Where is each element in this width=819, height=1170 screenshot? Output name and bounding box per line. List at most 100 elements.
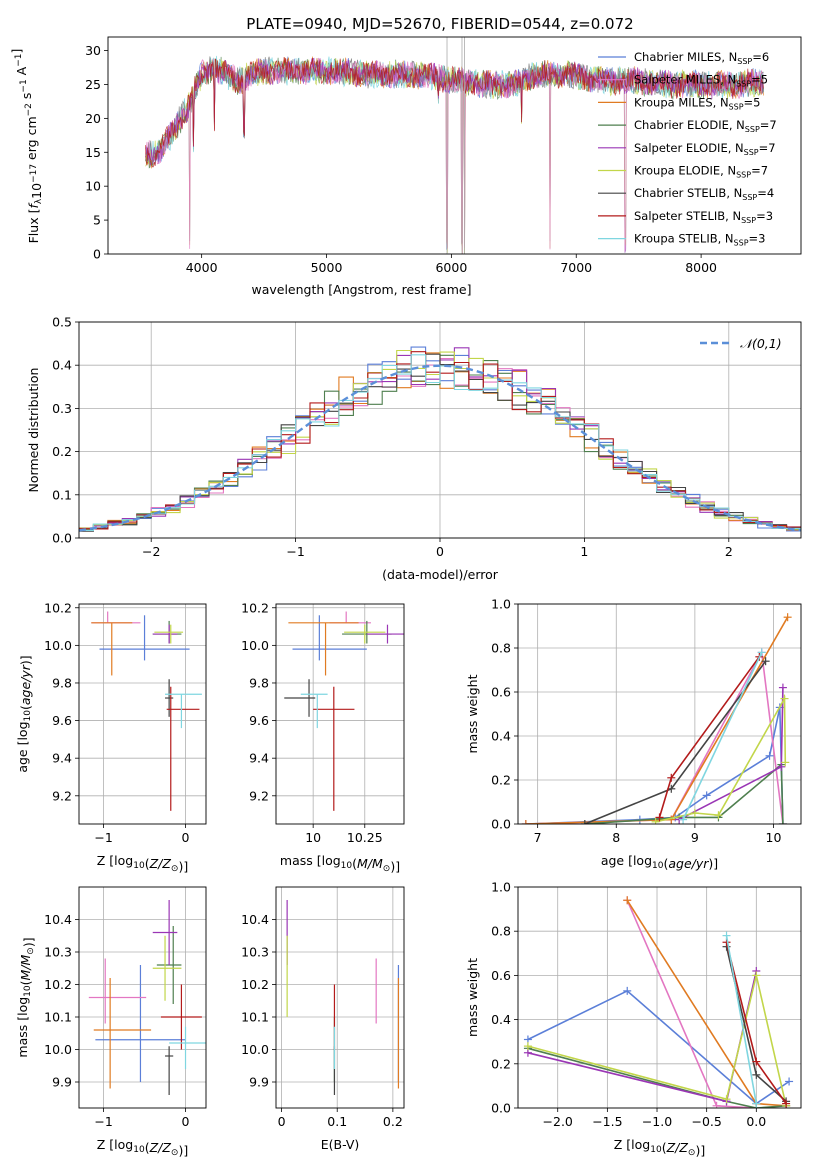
y-tick-label: 0.5 — [52, 315, 72, 330]
y-tick-label: 10.0 — [44, 638, 72, 653]
axes-frame — [275, 603, 405, 825]
y-tick-label: 9.9 — [249, 1075, 269, 1090]
x-tick-label: 0 — [182, 1114, 190, 1129]
y-tick-label: 0.0 — [52, 531, 72, 546]
y-tick-label: 0.0 — [491, 817, 511, 832]
axes-frame — [517, 886, 802, 1109]
y-tick-label: 0.4 — [52, 358, 72, 373]
panel-mass_vs_Z: −1 0 9.9 10.0 10.1 10.2 10.3 10.4 Z [log10(Z/Z⊙)… — [15, 886, 207, 1158]
y-tick-label: 25 — [85, 77, 101, 92]
x-tick-label: 10 — [305, 830, 321, 845]
weight-line-kroupa-stelib — [682, 652, 763, 820]
x-axis-label: wavelength [Angstrom, rest frame] — [251, 282, 471, 297]
panel-age_vs_mass: 10 10.25 9.2 9.4 9.6 9.8 10.0 10.2 mass [log10(M… — [241, 600, 405, 874]
y-tick-label: 0.2 — [491, 1056, 511, 1071]
y-tick-label: 9.2 — [52, 788, 72, 803]
y-tick-label: 10.2 — [241, 977, 269, 992]
y-tick-label: 0 — [93, 247, 101, 262]
y-tick-label: 20 — [85, 111, 101, 126]
axes-frame — [78, 603, 207, 825]
y-tick-label: 0.2 — [491, 773, 511, 788]
y-tick-label: 10.4 — [241, 912, 269, 927]
x-tick-label: −0.5 — [691, 1114, 721, 1129]
x-tick-label: −1 — [94, 1114, 112, 1129]
y-tick-label: 5 — [93, 213, 101, 228]
series-line-salpeter-stelib — [145, 56, 764, 168]
legend: Chabrier MILES, NSSP=6 Salpeter MILES, NS… — [598, 50, 777, 248]
x-tick-label: 2 — [725, 544, 733, 559]
legend-entry: Chabrier MILES, NSSP=6 — [634, 50, 769, 66]
y-tick-label: 10.0 — [241, 1042, 269, 1057]
x-axis-label: Z [log10(Z/Z⊙)] — [97, 1137, 188, 1158]
y-tick-label: 9.8 — [249, 675, 269, 690]
weight-line-kroupa-stelib — [725, 935, 758, 1104]
legend-entry: Salpeter STELIB, NSSP=3 — [634, 209, 773, 225]
x-axis-label: age [log10(age/yr)] — [601, 853, 718, 871]
x-tick-label: 5000 — [311, 260, 343, 275]
legend-entry: Kroupa STELIB, NSSP=3 — [634, 232, 765, 248]
y-tick-label: 0.3 — [52, 401, 72, 416]
y-axis-label: age [log10(age/yr)] — [15, 655, 33, 772]
figure-title: PLATE=0940, MJD=52670, FIBERID=0544, z=0… — [246, 15, 633, 33]
x-tick-label: 0 — [182, 830, 190, 845]
x-tick-label: 7 — [534, 830, 542, 845]
x-tick-label: −1 — [94, 830, 112, 845]
legend-entry: Kroupa MILES, NSSP=5 — [634, 95, 760, 111]
legend-entry: Salpeter ELODIE, NSSP=7 — [634, 141, 776, 157]
x-tick-label: 8 — [612, 830, 620, 845]
y-tick-label: 0.0 — [491, 1101, 511, 1116]
x-tick-label: 1 — [580, 544, 588, 559]
plot-area-mass_vs_Z — [88, 900, 206, 1095]
x-axis-label: (data-model)/error — [382, 567, 499, 582]
y-tick-label: 10.0 — [241, 638, 269, 653]
plot-area-age_vs_mass — [284, 611, 404, 811]
y-axis-label: mass [log10(M/M⊙)] — [15, 937, 36, 1057]
x-tick-label: −1 — [286, 544, 304, 559]
legend-entry: Chabrier ELODIE, NSSP=7 — [634, 118, 777, 134]
y-tick-label: 10.1 — [44, 1010, 72, 1025]
x-tick-label: −1.5 — [592, 1114, 622, 1129]
legend-entry: 𝒩(0,1) — [740, 336, 782, 351]
x-axis-label: mass [log10(M/M⊙)] — [280, 853, 400, 874]
legend-entry: Kroupa ELODIE, NSSP=7 — [634, 164, 768, 180]
y-tick-label: 10.0 — [44, 1042, 72, 1057]
y-tick-label: 15 — [85, 145, 101, 160]
weight-line-salpeter-elodie — [527, 970, 758, 1103]
y-tick-label: 0.1 — [52, 487, 72, 502]
x-tick-label: 0 — [436, 544, 444, 559]
x-axis-label: Z [log10(Z/Z⊙)] — [97, 853, 188, 874]
panel-residual_hist: −2 −1 0 1 2 0.0 0.1 0.2 0.3 0.4 0.5 (data-model)/er… — [26, 315, 802, 582]
y-tick-label: 10.2 — [241, 600, 269, 615]
weight-line-chabrier-miles — [525, 707, 784, 824]
panel-weight_vs_Z: −2.0 −1.5 −1.0 −0.5 0.0 0.0 0.2 0.4 0.6 0.8 1.0 Z [… — [465, 880, 802, 1158]
y-tick-label: 0.2 — [52, 444, 72, 459]
plot-area-residual_hist — [79, 346, 801, 532]
x-tick-label: 6000 — [435, 260, 467, 275]
y-tick-label: 9.8 — [52, 675, 72, 690]
y-axis-label: mass weight — [465, 958, 480, 1037]
axes-frame — [517, 603, 802, 825]
plot-area-spectrum — [145, 37, 764, 254]
panel-age_vs_Z: −1 0 9.2 9.4 9.6 9.8 10.0 10.2 Z [log10(Z/Z⊙)] ag… — [15, 600, 207, 874]
x-tick-label: 10 — [766, 830, 782, 845]
y-tick-label: 1.0 — [491, 597, 511, 612]
y-tick-label: 10.4 — [44, 912, 72, 927]
y-tick-label: 0.4 — [491, 1012, 511, 1027]
y-tick-label: 10 — [85, 179, 101, 194]
x-tick-label: −1.0 — [642, 1114, 672, 1129]
weight-line-chabrier-elodie — [527, 1047, 787, 1108]
histogram-chabrier-stelib — [79, 353, 801, 532]
plot-area-mass_vs_ebv — [286, 900, 400, 1095]
y-tick-label: 9.4 — [52, 751, 72, 766]
y-axis-label: Normed distribution — [26, 368, 41, 493]
y-tick-label: 0.8 — [491, 924, 511, 939]
panel-weight_vs_age: 7 8 9 10 0.0 0.2 0.4 0.6 0.8 1.0 age [log10(age/yr… — [465, 597, 802, 871]
legend-entry: Salpeter MILES, NSSP=5 — [634, 73, 768, 89]
panel-mass_vs_ebv: 0 0.1 0.2 9.9 10.0 10.1 10.2 10.3 10.4 E(B-V) — [241, 886, 405, 1152]
y-tick-label: 10.2 — [44, 600, 72, 615]
axes-frame — [78, 886, 207, 1109]
axes-frame — [78, 321, 802, 539]
axes-frame — [275, 886, 405, 1109]
x-tick-label: −2 — [142, 544, 160, 559]
